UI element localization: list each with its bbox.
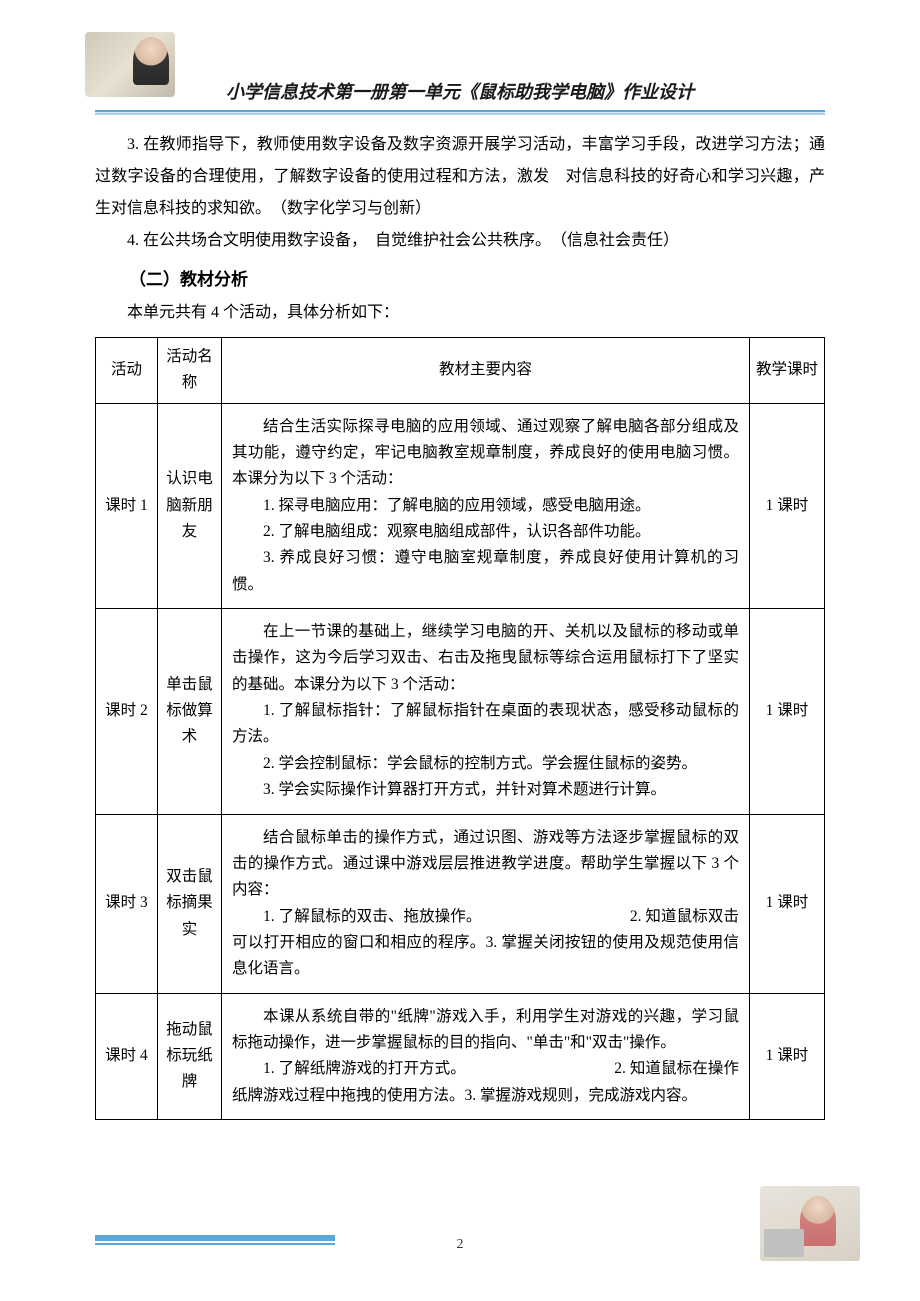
th-hours: 教学课时 (749, 338, 824, 404)
th-content: 教材主要内容 (222, 338, 750, 404)
content-item: 2. 学会控制鼠标：学会鼠标的控制方式。学会握住鼠标的姿势。 (232, 751, 739, 777)
cell-hours: 1 课时 (749, 609, 824, 814)
content-item: 2. 了解电脑组成：观察电脑组成部件，认识各部件功能。 (232, 519, 739, 545)
cell-activity: 课时 2 (96, 609, 158, 814)
th-activity: 活动 (96, 338, 158, 404)
content-lead: 在上一节课的基础上，继续学习电脑的开、关机以及鼠标的移动或单击操作，这为今后学习… (232, 619, 739, 698)
content-item: 3. 学会实际操作计算器打开方式，并针对算术题进行计算。 (232, 777, 739, 803)
content-item: 1. 了解鼠标指针：了解鼠标指针在桌面的表现状态，感受移动鼠标的方法。 (232, 698, 739, 751)
cell-activity: 课时 4 (96, 993, 158, 1119)
cell-content: 本课从系统自带的"纸牌"游戏入手，利用学生对游戏的兴趣，学习鼠标拖动操作，进一步… (222, 993, 750, 1119)
document-page: 小学信息技术第一册第一单元《鼠标助我学电脑》作业设计 3. 在教师指导下，教师使… (0, 0, 920, 1301)
table-row: 课时 3 双击鼠标摘果实 结合鼠标单击的操作方式，通过识图、游戏等方法逐步掌握鼠… (96, 814, 825, 993)
table-row: 课时 4 拖动鼠标玩纸牌 本课从系统自带的"纸牌"游戏入手，利用学生对游戏的兴趣… (96, 993, 825, 1119)
paragraph-4: 4. 在公共场合文明使用数字设备， 自觉维护社会公共秩序。 （信息社会责任） (95, 225, 825, 257)
cell-content: 在上一节课的基础上，继续学习电脑的开、关机以及鼠标的移动或单击操作，这为今后学习… (222, 609, 750, 814)
cell-content: 结合生活实际探寻电脑的应用领域、通过观察了解电脑各部分组成及其功能，遵守约定，牢… (222, 403, 750, 608)
header-photo-child (85, 32, 175, 97)
section-heading-2: （二）教材分析 (95, 263, 825, 297)
content-lead: 结合鼠标单击的操作方式，通过识图、游戏等方法逐步掌握鼠标的双击的操作方式。通过课… (232, 825, 739, 904)
content-lead: 结合生活实际探寻电脑的应用领域、通过观察了解电脑各部分组成及其功能，遵守约定，牢… (232, 414, 739, 493)
cell-hours: 1 课时 (749, 403, 824, 608)
paragraph-3: 3. 在教师指导下，教师使用数字设备及数字资源开展学习活动，丰富学习手段，改进学… (95, 129, 825, 225)
content-lead: 本课从系统自带的"纸牌"游戏入手，利用学生对游戏的兴趣，学习鼠标拖动操作，进一步… (232, 1004, 739, 1057)
body-text: 3. 在教师指导下，教师使用数字设备及数字资源开展学习活动，丰富学习手段，改进学… (95, 129, 825, 329)
content-item: 1. 了解鼠标的双击、拖放操作。 2. 知道鼠标双击可以打开相应的窗口和相应的程… (232, 904, 739, 983)
th-name: 活动名称 (158, 338, 222, 404)
cell-hours: 1 课时 (749, 814, 824, 993)
table-header-row: 活动 活动名称 教材主要内容 教学课时 (96, 338, 825, 404)
cell-activity: 课时 1 (96, 403, 158, 608)
activity-table: 活动 活动名称 教材主要内容 教学课时 课时 1 认识电脑新朋友 结合生活实际探… (95, 337, 825, 1120)
cell-activity: 课时 3 (96, 814, 158, 993)
content-item: 3. 养成良好习惯：遵守电脑室规章制度，养成良好使用计算机的习惯。 (232, 545, 739, 598)
cell-name: 拖动鼠标玩纸牌 (158, 993, 222, 1119)
footer-photo-child (760, 1186, 860, 1261)
table-row: 课时 1 认识电脑新朋友 结合生活实际探寻电脑的应用领域、通过观察了解电脑各部分… (96, 403, 825, 608)
cell-name: 认识电脑新朋友 (158, 403, 222, 608)
title-underline (95, 110, 825, 115)
table-intro: 本单元共有 4 个活动，具体分析如下： (95, 297, 825, 329)
header: 小学信息技术第一册第一单元《鼠标助我学电脑》作业设计 (95, 40, 825, 115)
table-row: 课时 2 单击鼠标做算术 在上一节课的基础上，继续学习电脑的开、关机以及鼠标的移… (96, 609, 825, 814)
cell-name: 单击鼠标做算术 (158, 609, 222, 814)
content-item: 1. 探寻电脑应用：了解电脑的应用领域，感受电脑用途。 (232, 493, 739, 519)
document-title: 小学信息技术第一册第一单元《鼠标助我学电脑》作业设计 (95, 40, 825, 104)
cell-content: 结合鼠标单击的操作方式，通过识图、游戏等方法逐步掌握鼠标的双击的操作方式。通过课… (222, 814, 750, 993)
content-item: 1. 了解纸牌游戏的打开方式。 2. 知道鼠标在操作纸牌游戏过程中拖拽的使用方法… (232, 1056, 739, 1109)
cell-hours: 1 课时 (749, 993, 824, 1119)
cell-name: 双击鼠标摘果实 (158, 814, 222, 993)
